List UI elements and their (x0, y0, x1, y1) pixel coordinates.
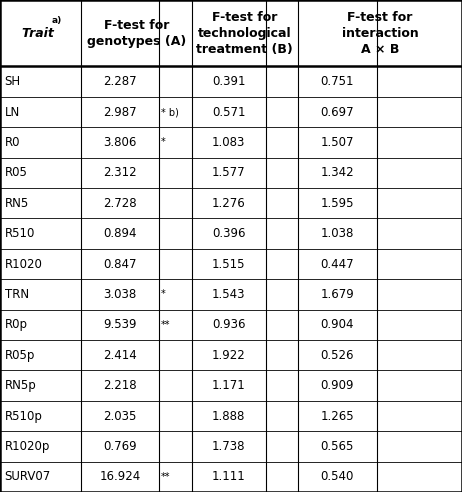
Text: 3.038: 3.038 (103, 288, 137, 301)
Text: 1.265: 1.265 (321, 409, 354, 423)
Text: 0.909: 0.909 (321, 379, 354, 392)
Text: SURV07: SURV07 (5, 470, 51, 483)
Text: RN5p: RN5p (5, 379, 36, 392)
Text: R510p: R510p (5, 409, 43, 423)
Text: R0p: R0p (5, 318, 28, 331)
Text: **: ** (161, 472, 171, 482)
Text: LN: LN (5, 105, 20, 119)
Text: 2.287: 2.287 (103, 75, 137, 88)
Text: 1.276: 1.276 (212, 197, 246, 210)
Text: *: * (161, 289, 166, 300)
Text: 2.218: 2.218 (103, 379, 137, 392)
Text: 1.507: 1.507 (321, 136, 354, 149)
Text: 2.414: 2.414 (103, 349, 137, 362)
Text: 2.035: 2.035 (103, 409, 137, 423)
Text: a): a) (52, 16, 62, 26)
Text: F-test for
technological
treatment (B): F-test for technological treatment (B) (196, 11, 293, 56)
Text: 0.847: 0.847 (103, 257, 137, 271)
Text: 1.342: 1.342 (321, 166, 354, 179)
Text: 2.312: 2.312 (103, 166, 137, 179)
Text: 2.728: 2.728 (103, 197, 137, 210)
Text: 0.391: 0.391 (212, 75, 245, 88)
Text: SH: SH (5, 75, 21, 88)
Text: 1.083: 1.083 (212, 136, 245, 149)
Text: 1.038: 1.038 (321, 227, 354, 240)
Text: 1.679: 1.679 (320, 288, 354, 301)
Text: F-test for
genotypes (A): F-test for genotypes (A) (87, 19, 186, 48)
Text: 0.565: 0.565 (321, 440, 354, 453)
Text: 3.806: 3.806 (103, 136, 137, 149)
Text: 0.447: 0.447 (321, 257, 354, 271)
Text: 0.904: 0.904 (321, 318, 354, 331)
Text: Trait: Trait (22, 27, 59, 40)
Text: 0.697: 0.697 (321, 105, 354, 119)
Text: 2.987: 2.987 (103, 105, 137, 119)
Text: RN5: RN5 (5, 197, 29, 210)
Text: 1.922: 1.922 (212, 349, 246, 362)
Text: *: * (161, 137, 166, 148)
Text: 0.526: 0.526 (321, 349, 354, 362)
Text: R1020p: R1020p (5, 440, 50, 453)
Text: 1.111: 1.111 (212, 470, 246, 483)
Text: 1.888: 1.888 (212, 409, 245, 423)
Text: 0.769: 0.769 (103, 440, 137, 453)
Text: 0.540: 0.540 (321, 470, 354, 483)
Text: 0.936: 0.936 (212, 318, 245, 331)
Text: 16.924: 16.924 (99, 470, 141, 483)
Text: R510: R510 (5, 227, 35, 240)
Text: * b): * b) (161, 107, 179, 117)
Text: 0.894: 0.894 (103, 227, 137, 240)
Text: 1.171: 1.171 (212, 379, 246, 392)
Text: 1.577: 1.577 (212, 166, 245, 179)
Text: **: ** (161, 320, 171, 330)
Text: 1.543: 1.543 (212, 288, 245, 301)
Text: 0.571: 0.571 (212, 105, 245, 119)
Text: R05p: R05p (5, 349, 35, 362)
Text: 1.595: 1.595 (321, 197, 354, 210)
Text: F-test for
interaction
A × B: F-test for interaction A × B (341, 11, 419, 56)
Text: 0.396: 0.396 (212, 227, 245, 240)
Text: R05: R05 (5, 166, 28, 179)
Text: 0.751: 0.751 (321, 75, 354, 88)
Text: TRN: TRN (5, 288, 29, 301)
Text: 9.539: 9.539 (103, 318, 137, 331)
Text: R1020: R1020 (5, 257, 43, 271)
Text: R0: R0 (5, 136, 20, 149)
Text: 1.515: 1.515 (212, 257, 245, 271)
Text: 1.738: 1.738 (212, 440, 245, 453)
